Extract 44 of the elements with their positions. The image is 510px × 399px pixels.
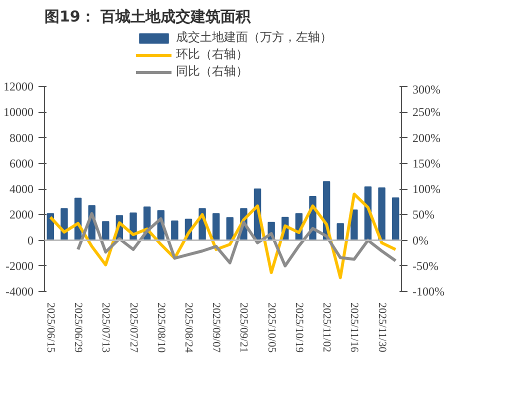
y-tick-label: -4000 [6,284,34,298]
y2-tick-label: -100% [412,284,444,298]
legend-label: 成交土地建面（万方，左轴） [176,29,332,46]
line-series [48,192,398,280]
y2-tick-label: 300% [412,82,440,96]
x-tick-label: 2025/07/13 [100,302,112,354]
y2-tick-label: -50% [412,258,438,273]
y-tick-label: 4000 [10,182,34,196]
y-tick-label: 10000 [4,105,34,120]
y2-tick-label: 0% [412,233,428,248]
y-tick-label: 2000 [10,208,34,222]
x-tick-label: 2025/09/07 [210,302,222,354]
x-tick-label: 2025/11/30 [376,302,388,353]
y2-tick-label: 250% [412,105,440,120]
x-tick-label: 2025/06/29 [72,302,84,354]
bar [350,210,358,241]
y-tick-label: 0 [28,233,34,248]
x-tick-label: 2025/09/21 [238,302,250,353]
x-tick-label: 2025/06/15 [44,302,56,354]
bar [336,223,344,241]
bar [102,221,110,241]
y-tick-label: 8000 [10,130,34,145]
x-tick-label: 2025/10/05 [265,302,278,354]
x-tick-label: 2025/08/10 [154,302,167,354]
y2-tick-label: 200% [412,130,440,145]
y-tick-label: 6000 [10,156,34,170]
y-tick-label: 12000 [4,80,34,94]
x-tick-label: 2025/07/27 [127,302,140,354]
legend-label: 同比（右轴） [176,63,248,80]
chart-title: 图19： 百城土地成交建筑面积 [44,8,252,26]
bar [378,187,386,241]
y2-tick-label: 100% [412,182,440,196]
bar [212,213,220,241]
x-tick-label: 2025/10/19 [292,302,305,354]
y-tick-label: -2000 [6,258,34,273]
line-series [76,212,398,268]
bar [392,197,400,241]
x-tick-label: 2025/11/16 [348,302,360,353]
x-tick-label: 2025/08/24 [182,302,194,354]
x-tick-label: 2025/11/02 [320,302,333,352]
legend-label: 环比（右轴） [176,46,248,63]
y2-tick-label: 150% [412,156,440,170]
bar [171,220,178,241]
y2-tick-label: 50% [412,208,434,222]
